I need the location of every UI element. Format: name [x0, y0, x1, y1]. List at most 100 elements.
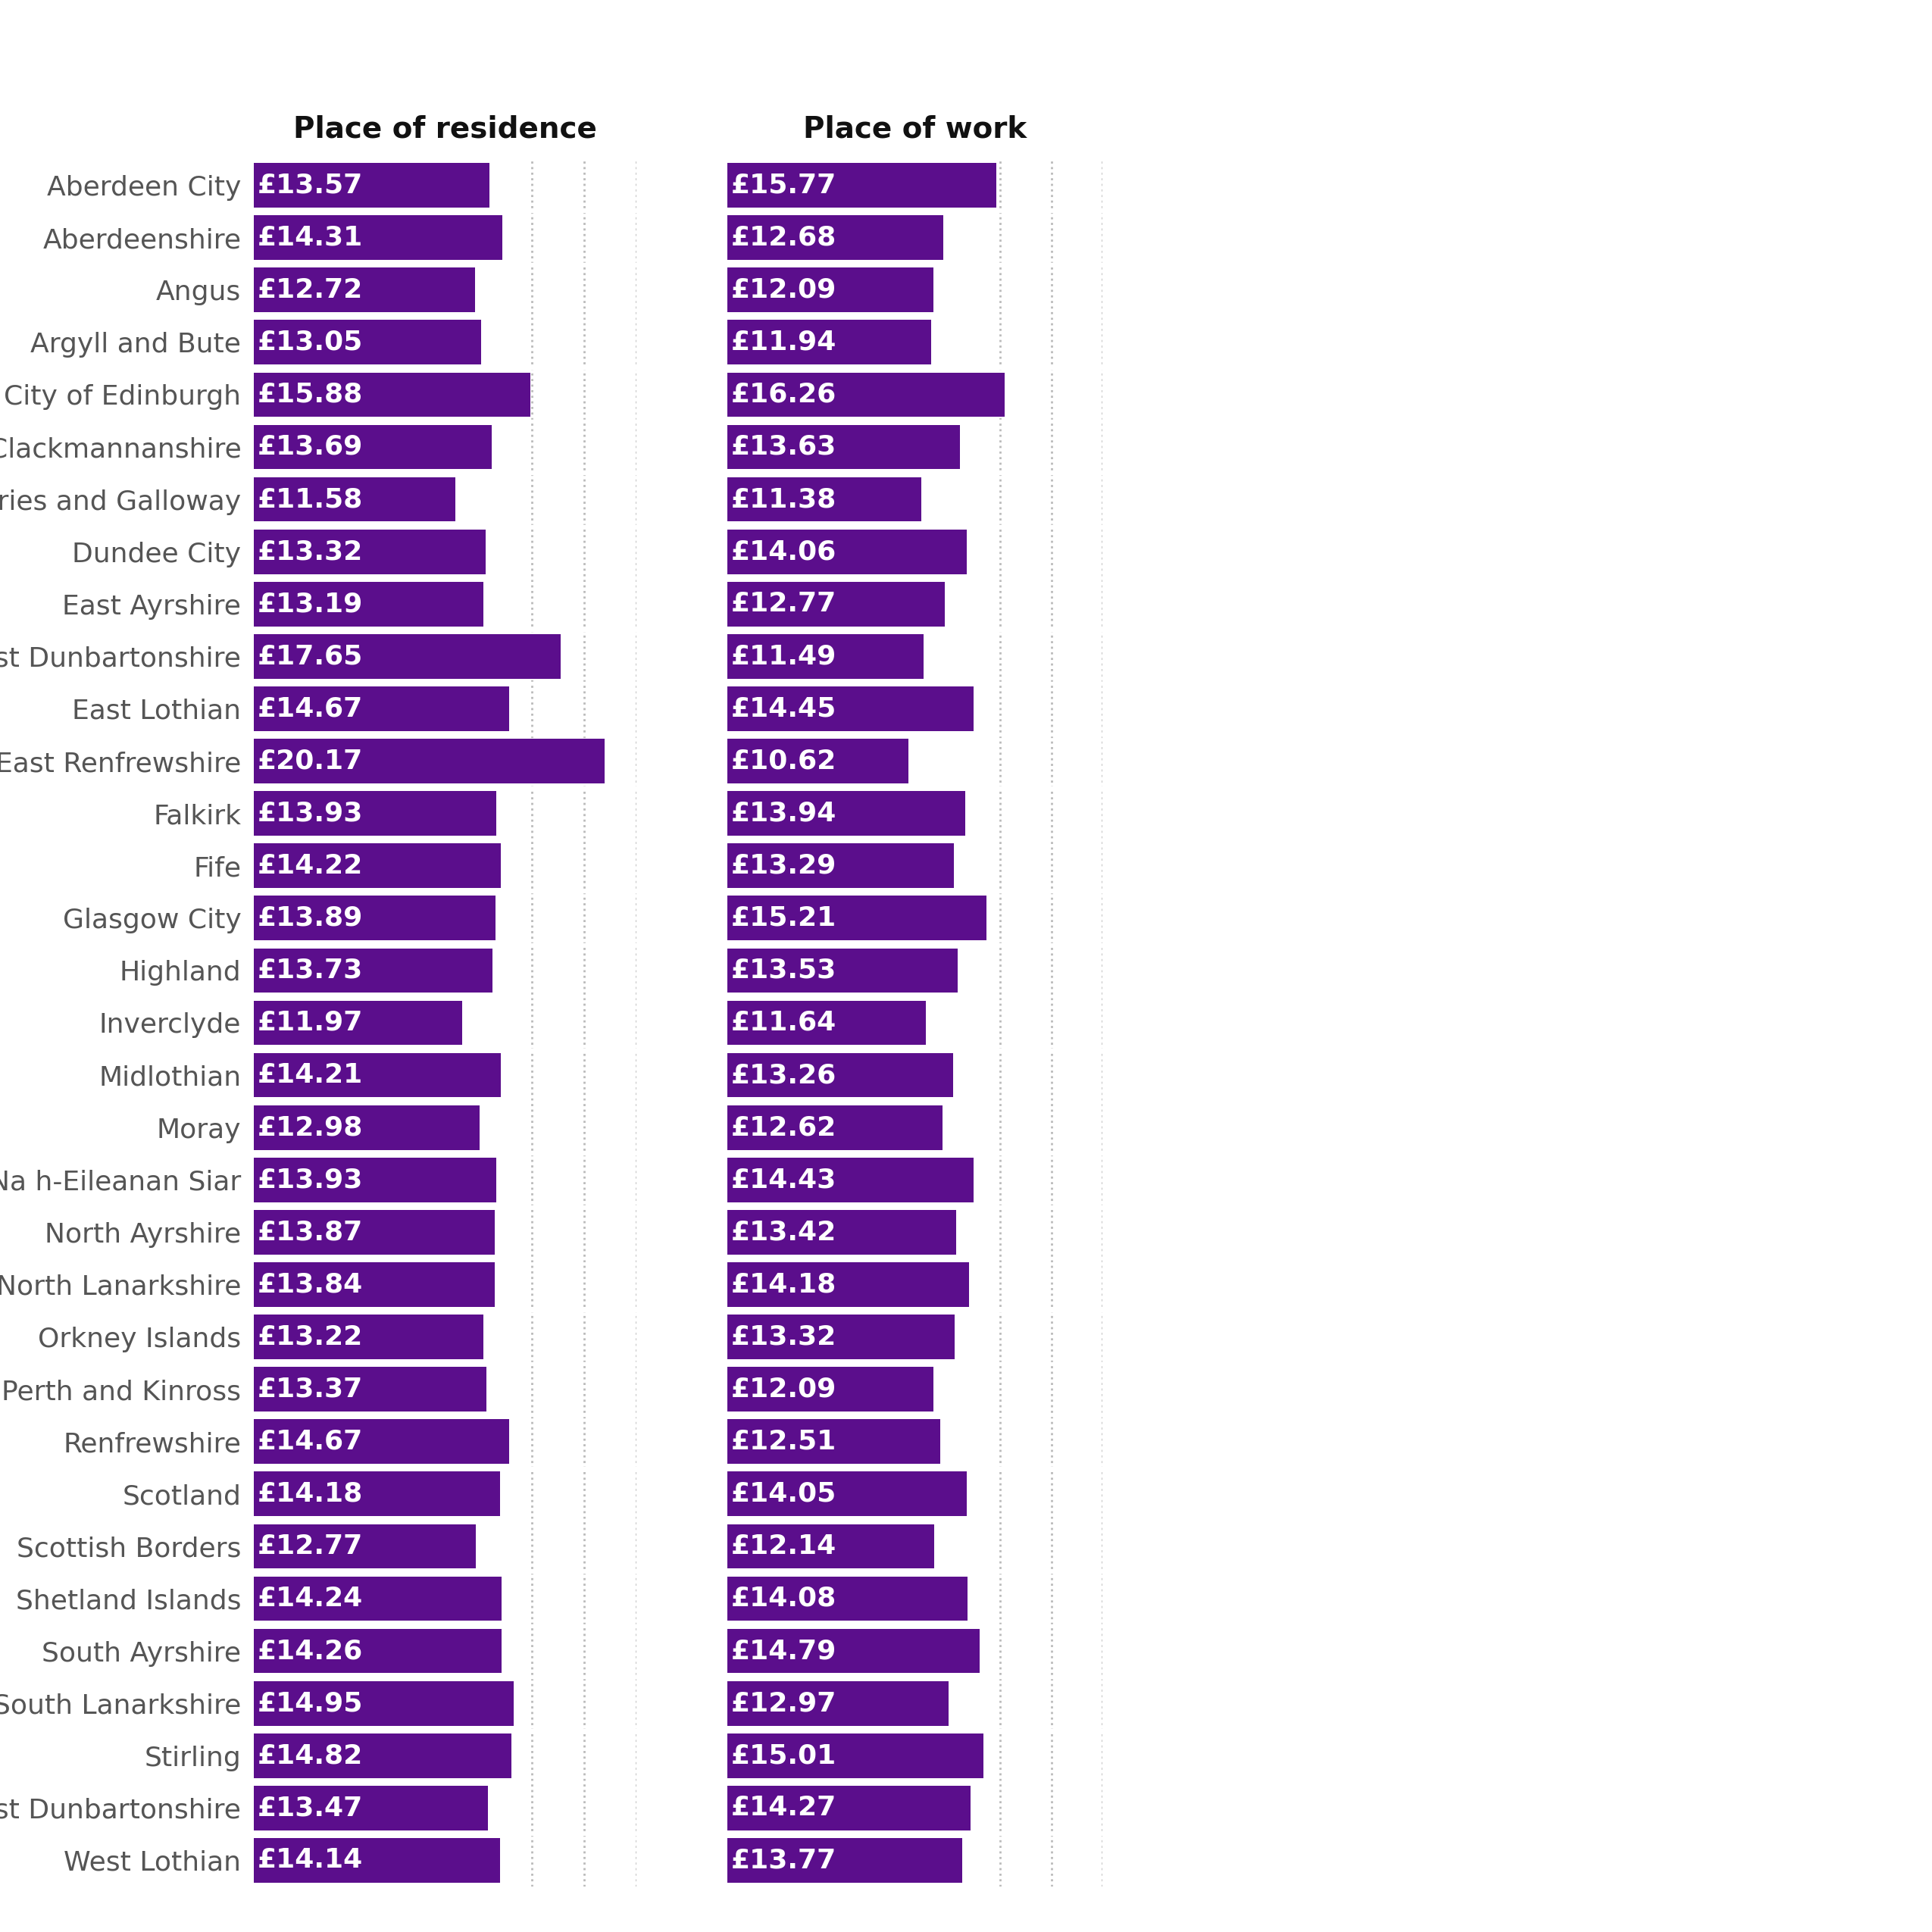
Text: £12.09: £12.09	[730, 276, 837, 303]
Text: £13.42: £13.42	[730, 1219, 837, 1244]
Bar	[253, 214, 502, 261]
Bar	[253, 1681, 514, 1725]
Text: £13.19: £13.19	[257, 591, 363, 616]
Bar	[253, 896, 495, 941]
Text: £14.67: £14.67	[257, 1430, 363, 1455]
Text: £11.58: £11.58	[257, 487, 363, 512]
Bar	[726, 1681, 949, 1725]
Bar	[253, 1837, 500, 1882]
Bar	[726, 214, 943, 261]
Bar	[726, 634, 923, 678]
Bar	[726, 1262, 970, 1306]
Text: £14.79: £14.79	[730, 1638, 837, 1663]
Bar	[253, 1785, 489, 1830]
Bar	[726, 1420, 941, 1464]
Text: £13.47: £13.47	[257, 1795, 363, 1820]
Bar	[253, 1157, 497, 1202]
Text: £14.95: £14.95	[257, 1690, 363, 1716]
Text: £13.32: £13.32	[730, 1323, 837, 1350]
Bar	[726, 321, 931, 365]
Text: £15.77: £15.77	[730, 172, 837, 199]
Bar	[253, 1368, 487, 1412]
Bar	[253, 949, 493, 993]
Text: £14.43: £14.43	[730, 1167, 837, 1192]
Text: £14.82: £14.82	[257, 1743, 363, 1768]
Text: £13.89: £13.89	[257, 906, 363, 931]
Text: £13.63: £13.63	[730, 435, 837, 460]
Bar	[726, 896, 987, 941]
Bar	[253, 1629, 502, 1673]
Bar	[726, 844, 954, 889]
Text: £13.69: £13.69	[257, 435, 363, 460]
Text: £13.84: £13.84	[257, 1271, 363, 1298]
Bar	[726, 1001, 925, 1045]
Text: £14.14: £14.14	[257, 1847, 363, 1874]
Text: £13.05: £13.05	[257, 330, 363, 355]
Text: £14.67: £14.67	[257, 696, 363, 723]
Text: £15.88: £15.88	[257, 383, 363, 408]
Text: £12.72: £12.72	[257, 276, 363, 303]
Text: £11.94: £11.94	[730, 330, 837, 355]
Text: £12.77: £12.77	[257, 1534, 363, 1559]
Bar	[253, 373, 529, 417]
Text: £12.09: £12.09	[730, 1376, 837, 1403]
Bar	[726, 792, 964, 837]
Bar	[726, 373, 1005, 417]
Bar	[253, 738, 605, 782]
Bar	[253, 686, 508, 730]
Bar	[726, 1524, 935, 1569]
Bar	[253, 1420, 508, 1464]
Bar	[726, 162, 997, 207]
Text: £13.77: £13.77	[730, 1847, 837, 1874]
Text: £12.62: £12.62	[730, 1115, 837, 1140]
Text: £12.68: £12.68	[730, 224, 837, 251]
Text: £15.21: £15.21	[730, 906, 837, 931]
Bar	[253, 1314, 483, 1358]
Bar	[253, 1577, 502, 1621]
Bar	[726, 1368, 933, 1412]
Bar	[253, 792, 497, 837]
Bar	[726, 425, 960, 469]
Bar	[253, 477, 456, 522]
Bar	[253, 321, 481, 365]
Bar	[726, 1105, 943, 1150]
Text: £13.93: £13.93	[257, 800, 363, 827]
Bar	[253, 1105, 479, 1150]
Text: £13.87: £13.87	[257, 1219, 363, 1244]
Bar	[726, 1733, 983, 1777]
Text: £12.14: £12.14	[730, 1534, 837, 1559]
Bar	[726, 477, 922, 522]
Text: £13.26: £13.26	[730, 1063, 837, 1088]
Bar	[726, 1157, 974, 1202]
Bar	[253, 634, 560, 678]
Bar	[253, 162, 491, 207]
Bar	[726, 949, 958, 993]
Text: Place of work: Place of work	[804, 114, 1026, 143]
Text: £11.97: £11.97	[257, 1010, 363, 1036]
Bar	[253, 1053, 500, 1097]
Bar	[253, 844, 500, 889]
Text: £13.32: £13.32	[257, 539, 363, 564]
Bar	[726, 686, 974, 730]
Text: £20.17: £20.17	[257, 748, 363, 775]
Text: £14.24: £14.24	[257, 1586, 363, 1611]
Bar	[253, 1209, 495, 1254]
Text: £14.18: £14.18	[257, 1482, 363, 1507]
Bar	[253, 1472, 500, 1517]
Text: £13.37: £13.37	[257, 1376, 363, 1403]
Text: £11.49: £11.49	[730, 643, 837, 668]
Text: £12.97: £12.97	[730, 1690, 837, 1716]
Text: £14.31: £14.31	[257, 224, 363, 251]
Text: £12.77: £12.77	[730, 591, 837, 616]
Bar	[726, 1314, 954, 1358]
Text: £12.51: £12.51	[730, 1430, 837, 1455]
Text: £14.45: £14.45	[730, 696, 837, 723]
Text: £14.08: £14.08	[730, 1586, 837, 1611]
Text: £13.53: £13.53	[730, 958, 837, 983]
Text: £17.65: £17.65	[257, 643, 363, 668]
Bar	[253, 529, 485, 574]
Bar	[726, 582, 945, 626]
Bar	[253, 582, 483, 626]
Text: £16.26: £16.26	[730, 383, 837, 408]
Text: £14.18: £14.18	[730, 1271, 837, 1298]
